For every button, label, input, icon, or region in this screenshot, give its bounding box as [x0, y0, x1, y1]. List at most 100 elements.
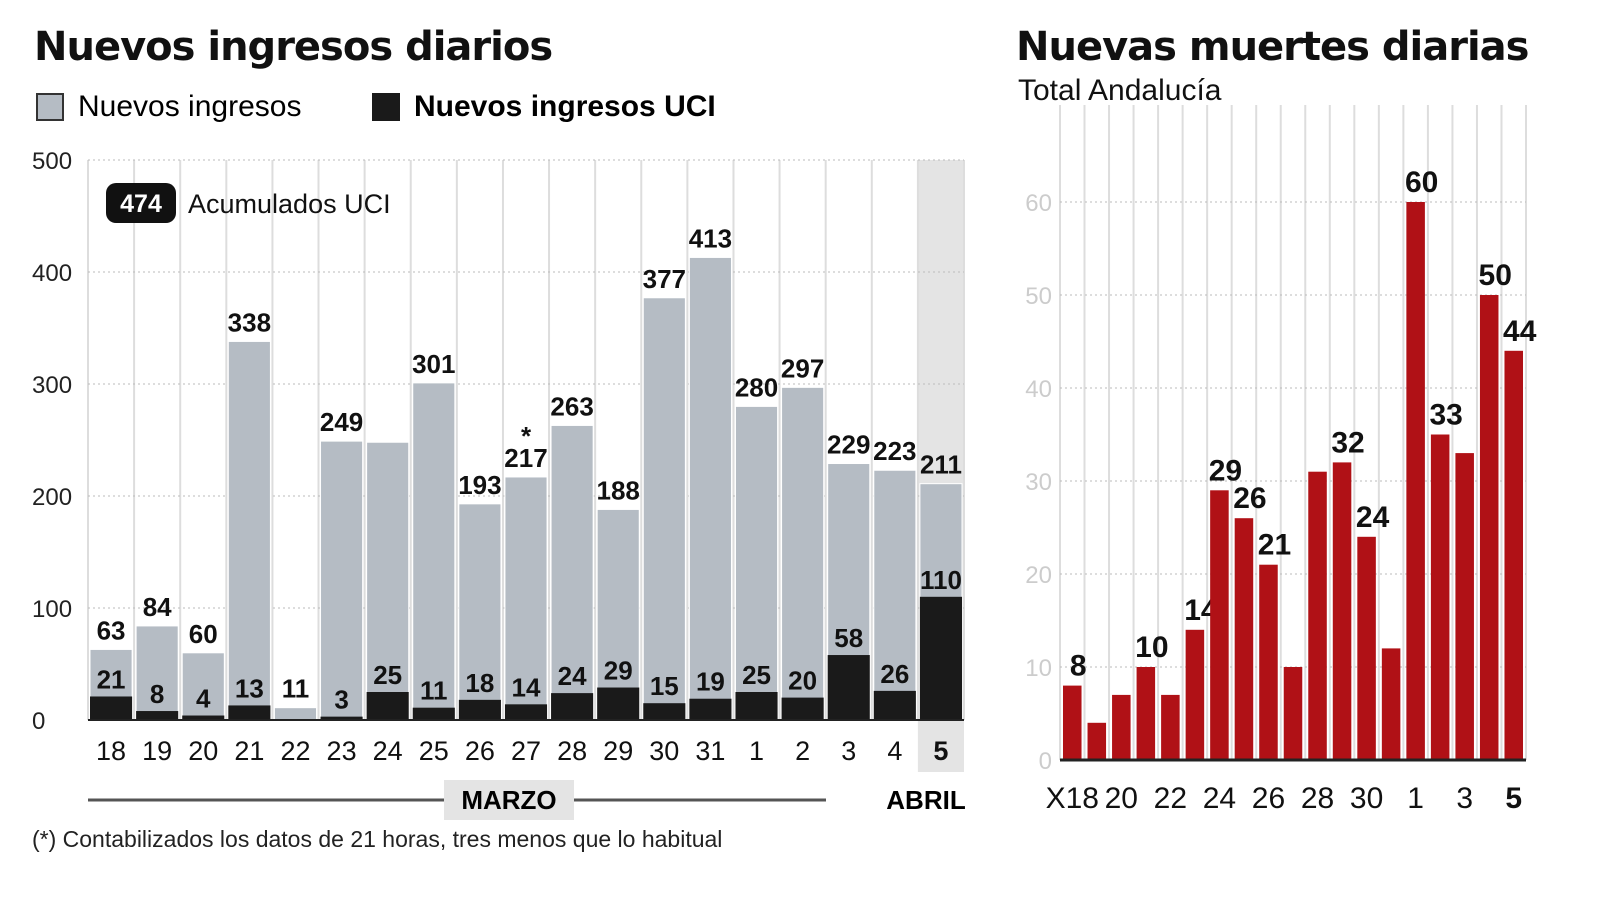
uci-label: 25	[742, 660, 771, 690]
right-chart-subtitle: Total Andalucía	[1018, 74, 1222, 107]
bar-deaths	[1455, 453, 1474, 760]
bar-deaths	[1283, 667, 1303, 760]
legend-uci: Nuevos ingresos UCI	[372, 90, 716, 124]
total-label: *	[521, 421, 532, 451]
y-tick-label: 300	[32, 372, 72, 399]
bar-deaths	[1430, 434, 1450, 760]
y-tick-label: 40	[1025, 376, 1052, 403]
total-label: 338	[228, 307, 271, 337]
x-tick-label: X18	[1046, 782, 1099, 815]
x-tick-label: 5	[933, 736, 948, 766]
total-label: 301	[412, 349, 455, 379]
bar-total	[366, 441, 410, 721]
bar-deaths	[1332, 462, 1352, 760]
month-label-march: MARZO	[461, 785, 556, 815]
uci-label: 13	[235, 673, 264, 703]
bar-total	[734, 405, 779, 721]
x-tick-label: 26	[465, 736, 495, 766]
bar-total	[550, 424, 594, 721]
bar-total	[642, 297, 686, 721]
x-tick-label: 28	[1301, 782, 1334, 815]
deaths-label: 10	[1135, 631, 1168, 664]
total-label: 193	[458, 470, 501, 500]
x-tick-label: 1	[1407, 782, 1424, 815]
legend-swatch-total	[36, 93, 64, 121]
x-tick-label: 26	[1252, 782, 1285, 815]
deaths-label: 33	[1429, 399, 1462, 432]
bar-uci	[643, 703, 686, 720]
total-label: 249	[320, 407, 363, 437]
month-label-april: ABRIL	[886, 785, 966, 815]
x-tick-label: 25	[419, 736, 449, 766]
bar-deaths	[1504, 350, 1523, 760]
bar-deaths	[1112, 694, 1131, 760]
total-label: 377	[643, 264, 686, 294]
bar-total	[320, 440, 364, 721]
y-tick-label: 30	[1025, 469, 1052, 496]
uci-label: 26	[880, 659, 909, 689]
bar-uci	[781, 697, 824, 720]
x-tick-label: 18	[96, 736, 126, 766]
uci-label: 25	[373, 660, 402, 690]
bar-uci	[182, 715, 225, 720]
uci-label: 18	[465, 668, 494, 698]
deaths-label: 26	[1233, 482, 1266, 515]
uci-label: 3	[334, 685, 348, 715]
bar-deaths	[1479, 295, 1499, 760]
total-label: 11	[282, 674, 310, 704]
deaths-label: 32	[1331, 426, 1364, 459]
x-tick-label: 22	[1154, 782, 1187, 815]
total-label: 63	[97, 615, 126, 645]
bar-deaths	[1185, 629, 1205, 760]
uci-label: 29	[604, 656, 633, 686]
legend-label-uci: Nuevos ingresos UCI	[414, 90, 716, 123]
x-tick-label: 30	[649, 736, 679, 766]
bar-uci	[90, 696, 133, 720]
uci-label: 19	[696, 667, 725, 697]
uci-label: 8	[150, 679, 164, 709]
total-label: 60	[189, 619, 218, 649]
total-label: 297	[781, 353, 824, 383]
x-tick-label: 5	[1505, 782, 1522, 815]
y-tick-label: 20	[1025, 562, 1052, 589]
bar-total	[181, 652, 225, 721]
uci-label: 11	[420, 676, 448, 706]
x-tick-label: 23	[327, 736, 357, 766]
uci-label: 110	[920, 565, 962, 595]
acumulados-value: 474	[120, 190, 162, 218]
y-tick-label: 50	[1025, 283, 1052, 310]
bar-deaths	[1161, 694, 1180, 760]
y-tick-label: 100	[32, 596, 72, 623]
uci-label: 4	[196, 684, 211, 714]
bar-uci	[919, 596, 962, 720]
bar-uci	[827, 655, 870, 720]
acumulados-label: Acumulados UCI	[188, 189, 391, 219]
x-tick-label: 21	[234, 736, 264, 766]
x-tick-label: 27	[511, 736, 541, 766]
x-tick-label: 2	[795, 736, 810, 766]
total-label: 223	[873, 436, 916, 466]
deaths-label: 29	[1209, 454, 1242, 487]
right-chart-title: Nuevas muertes diarias	[1016, 24, 1529, 70]
total-label: 413	[689, 223, 732, 253]
total-label: 263	[550, 391, 593, 421]
bar-uci	[458, 699, 501, 720]
x-tick-label: 28	[557, 736, 587, 766]
uci-label: 21	[97, 664, 126, 694]
bar-deaths	[1406, 202, 1425, 760]
uci-label: 15	[650, 671, 679, 701]
y-tick-label: 400	[32, 260, 72, 287]
bar-deaths	[1136, 667, 1156, 760]
x-tick-label: 31	[695, 736, 725, 766]
acumulados-badge	[106, 183, 176, 223]
x-tick-label: 20	[188, 736, 218, 766]
total-label: 217	[504, 443, 547, 473]
bar-deaths	[1259, 564, 1278, 760]
bar-uci	[136, 711, 179, 720]
x-tick-label: 30	[1350, 782, 1383, 815]
deaths-label: 50	[1479, 259, 1512, 292]
deaths-label: 21	[1258, 529, 1291, 562]
bar-total	[781, 386, 825, 721]
bar-uci	[504, 704, 548, 720]
